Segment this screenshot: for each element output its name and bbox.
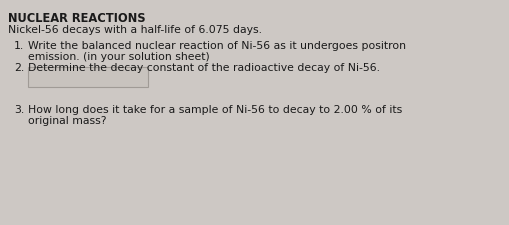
Text: original mass?: original mass? (28, 116, 106, 126)
Text: emission. (in your solution sheet): emission. (in your solution sheet) (28, 52, 209, 62)
Text: How long does it take for a sample of Ni-56 to decay to 2.00 % of its: How long does it take for a sample of Ni… (28, 105, 402, 115)
Text: Nickel-56 decays with a half-life of 6.075 days.: Nickel-56 decays with a half-life of 6.0… (8, 25, 262, 35)
FancyBboxPatch shape (28, 67, 148, 87)
Text: NUCLEAR REACTIONS: NUCLEAR REACTIONS (8, 12, 146, 25)
Text: Write the balanced nuclear reaction of Ni-56 as it undergoes positron: Write the balanced nuclear reaction of N… (28, 41, 405, 51)
Text: 3.: 3. (14, 105, 24, 115)
Text: Determine the decay constant of the radioactive decay of Ni-56.: Determine the decay constant of the radi… (28, 63, 379, 73)
Text: 1.: 1. (14, 41, 24, 51)
Text: 2.: 2. (14, 63, 24, 73)
